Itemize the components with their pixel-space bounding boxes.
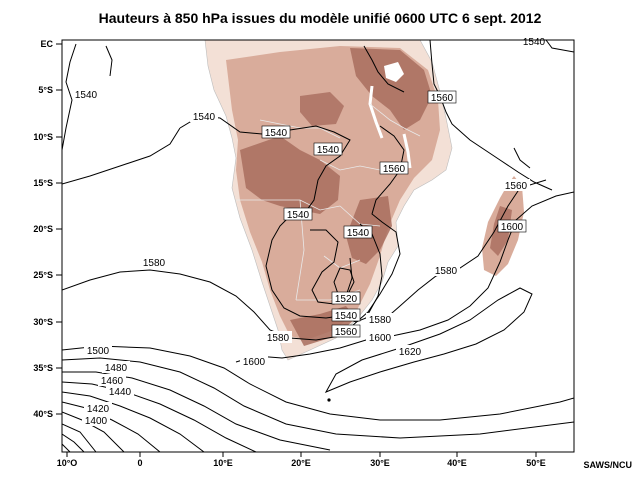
lat-label: 40°S — [33, 409, 53, 419]
coastline — [204, 40, 453, 361]
contour-label: 1440 — [109, 387, 132, 398]
contour-label: 1480 — [105, 363, 128, 374]
contour-1540-inner — [310, 229, 353, 305]
contour-1580-west — [62, 269, 341, 341]
contour-label: 1540 — [193, 112, 216, 123]
lat-label: 10°S — [33, 132, 53, 142]
contour-label: 1560 — [431, 93, 454, 104]
lon-label: 10°O — [57, 458, 78, 468]
contour-label: 1400 — [85, 416, 108, 427]
contour-label: 1560 — [505, 181, 528, 192]
contour-label: 1540 — [265, 128, 288, 139]
map-title: Hauteurs à 850 hPa issues du modèle unif… — [98, 10, 542, 26]
lon-label: 50°E — [526, 458, 546, 468]
contour-label: 1580 — [267, 333, 290, 344]
lat-label: 25°S — [33, 270, 53, 280]
contour-1560-central — [337, 125, 405, 333]
contour-label: 1620 — [399, 347, 422, 358]
contour-label: 1560 — [335, 327, 358, 338]
contour-label: 1600 — [501, 222, 524, 233]
contour-label: 1600 — [369, 333, 392, 344]
contour-label: 1540 — [347, 228, 370, 239]
credit-label: SAWS/NCU — [583, 460, 632, 470]
contour-label: 1540 — [287, 210, 310, 221]
lon-label: 10°E — [213, 458, 233, 468]
contour-label: 1560 — [383, 164, 406, 175]
lat-label: 30°S — [33, 317, 53, 327]
lake-malawi — [402, 133, 412, 169]
contour-label: 1540 — [523, 37, 546, 48]
lat-label: 20°S — [33, 224, 53, 234]
lake-tanganyika — [368, 85, 384, 139]
lon-label: 40°E — [447, 458, 467, 468]
lat-label: EC — [40, 39, 53, 49]
terrain-high — [350, 48, 432, 130]
map-area — [62, 40, 574, 452]
lake-victoria — [384, 62, 404, 82]
contour-1560-inner-north — [363, 45, 405, 93]
longitude-axis: 10°O 0 10°E 20°E 30°E 40°E 50°E — [57, 452, 546, 468]
contour-label: 1540 — [75, 90, 98, 101]
map-frame — [61, 39, 575, 453]
contour-labels: 1540 1540 1540 1540 1540 1560 1560 1560 … — [75, 37, 546, 427]
contour-label: 1520 — [335, 294, 358, 305]
contour-1540-atlantic — [62, 43, 77, 151]
contour-label: 1460 — [101, 376, 124, 387]
terrain-high — [300, 92, 344, 126]
lon-label: 0 — [137, 458, 142, 468]
contour-label: 1420 — [87, 404, 110, 415]
contour-label: 1600 — [243, 357, 266, 368]
contour-label: 1540 — [335, 311, 358, 322]
contour-dot — [327, 398, 331, 402]
contour-label: 1540 — [317, 145, 340, 156]
lon-label: 30°E — [370, 458, 390, 468]
contour-1600-south — [235, 191, 574, 363]
lat-label: 35°S — [33, 363, 53, 373]
latitude-axis: EC 5°S 10°S 15°S 20°S 25°S 30°S 35°S 40°… — [33, 39, 62, 419]
contour-label: 1580 — [369, 315, 392, 326]
contour-1620 — [324, 287, 533, 394]
contour-1560-north — [429, 40, 553, 191]
lat-label: 15°S — [33, 178, 53, 188]
contour-label: 1500 — [87, 346, 110, 357]
lon-label: 20°E — [291, 458, 311, 468]
contour-1580-east — [383, 179, 547, 321]
contour-label: 1580 — [143, 258, 166, 269]
contour-label: 1580 — [435, 266, 458, 277]
lat-label: 5°S — [38, 85, 53, 95]
